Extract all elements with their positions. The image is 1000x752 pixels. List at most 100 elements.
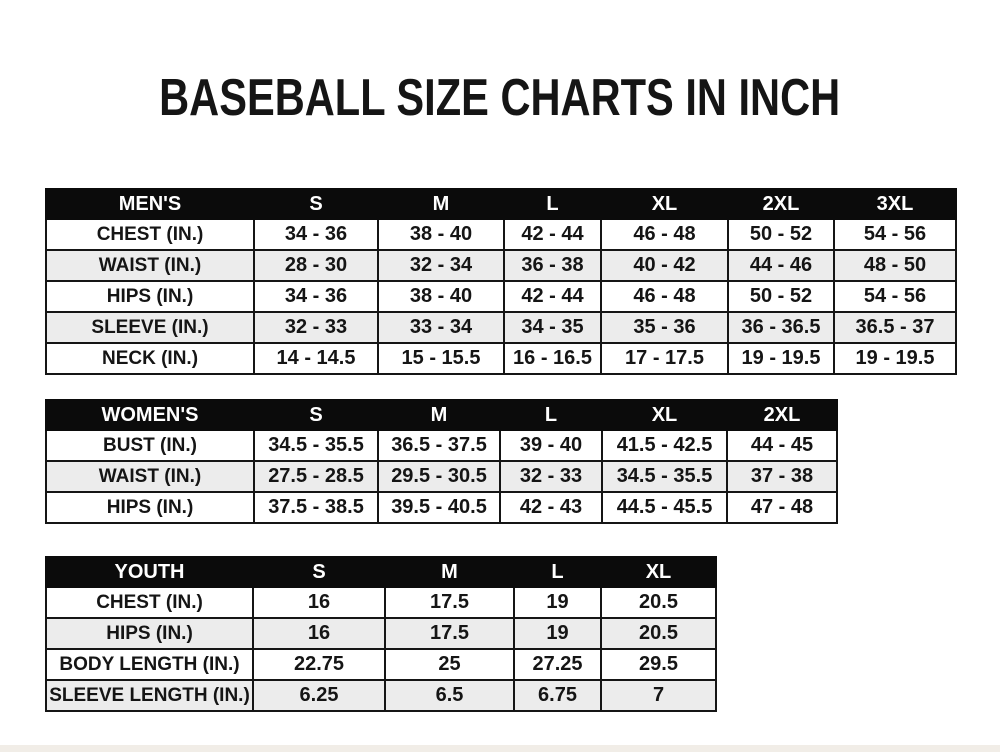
size-value-cell: 28 - 30 [253,249,379,282]
womens-size-table: WOMEN'S S M L XL 2XL BUST (IN.) 34.5 - 35.5 36.5… [45,399,838,524]
size-value-cell: 42 - 44 [503,280,602,313]
mens-column-header: 2XL [727,188,835,220]
size-value-cell: 16 [252,617,386,650]
size-value-cell: 16 - 16.5 [503,342,602,375]
row-label-cell: NECK (IN.) [45,342,255,375]
youth-header-row: YOUTH S M L XL [45,556,717,588]
size-value-cell: 44 - 46 [727,249,835,282]
size-value-cell: 48 - 50 [833,249,957,282]
size-value-cell: 33 - 34 [377,311,505,344]
row-label-cell: WAIST (IN.) [45,460,255,493]
table-row: BUST (IN.) 34.5 - 35.5 36.5 - 37.5 39 - 40 4… [45,429,838,462]
size-value-cell: 29.5 [600,648,717,681]
youth-column-header: L [513,556,602,588]
size-value-cell: 19 [513,617,602,650]
row-label-cell: BUST (IN.) [45,429,255,462]
table-row: SLEEVE LENGTH (IN.) 6.25 6.5 6.75 7 [45,679,717,712]
size-value-cell: 39.5 - 40.5 [377,491,501,524]
size-value-cell: 25 [384,648,515,681]
size-value-cell: 32 - 33 [499,460,603,493]
size-value-cell: 19 - 19.5 [727,342,835,375]
page-title: BASEBALL SIZE CHARTS IN INCH [0,72,1000,124]
row-label-cell: WAIST (IN.) [45,249,255,282]
page-title-text: BASEBALL SIZE CHARTS IN INCH [159,69,841,127]
size-value-cell: 34.5 - 35.5 [253,429,379,462]
table-row: BODY LENGTH (IN.) 22.75 25 27.25 29.5 [45,648,717,681]
size-value-cell: 36 - 36.5 [727,311,835,344]
mens-group-label: MEN'S [45,188,255,220]
size-value-cell: 37 - 38 [726,460,838,493]
size-value-cell: 19 [513,586,602,619]
size-value-cell: 47 - 48 [726,491,838,524]
size-value-cell: 44 - 45 [726,429,838,462]
size-value-cell: 42 - 43 [499,491,603,524]
size-value-cell: 27.5 - 28.5 [253,460,379,493]
size-value-cell: 39 - 40 [499,429,603,462]
size-value-cell: 34 - 35 [503,311,602,344]
table-row: HIPS (IN.) 37.5 - 38.5 39.5 - 40.5 42 - 43 4… [45,491,838,524]
size-value-cell: 6.5 [384,679,515,712]
row-label-cell: BODY LENGTH (IN.) [45,648,254,681]
size-value-cell: 29.5 - 30.5 [377,460,501,493]
mens-size-table: MEN'S S M L XL 2XL 3XL CHEST (IN.) 34 - 36 38 - 4… [45,188,957,375]
youth-column-header: S [252,556,386,588]
table-row: SLEEVE (IN.) 32 - 33 33 - 34 34 - 35 35 - 36… [45,311,957,344]
row-label-cell: CHEST (IN.) [45,218,255,251]
row-label-cell: CHEST (IN.) [45,586,254,619]
size-value-cell: 41.5 - 42.5 [601,429,728,462]
size-value-cell: 37.5 - 38.5 [253,491,379,524]
womens-column-header: L [499,399,603,431]
size-value-cell: 17.5 [384,617,515,650]
womens-column-header: M [377,399,501,431]
size-value-cell: 32 - 33 [253,311,379,344]
size-value-cell: 20.5 [600,617,717,650]
size-value-cell: 17.5 [384,586,515,619]
size-value-cell: 22.75 [252,648,386,681]
womens-column-header: S [253,399,379,431]
size-value-cell: 34 - 36 [253,280,379,313]
youth-column-header: M [384,556,515,588]
table-row: HIPS (IN.) 16 17.5 19 20.5 [45,617,717,650]
size-value-cell: 40 - 42 [600,249,729,282]
size-value-cell: 50 - 52 [727,280,835,313]
youth-group-label: YOUTH [45,556,254,588]
size-value-cell: 36.5 - 37.5 [377,429,501,462]
row-label-cell: HIPS (IN.) [45,280,255,313]
row-label-cell: SLEEVE LENGTH (IN.) [45,679,254,712]
table-row: CHEST (IN.) 34 - 36 38 - 40 42 - 44 46 - 48 5… [45,218,957,251]
table-row: WAIST (IN.) 27.5 - 28.5 29.5 - 30.5 32 - 33… [45,460,838,493]
size-value-cell: 27.25 [513,648,602,681]
size-value-cell: 14 - 14.5 [253,342,379,375]
womens-header-row: WOMEN'S S M L XL 2XL [45,399,838,431]
size-value-cell: 38 - 40 [377,280,505,313]
size-value-cell: 50 - 52 [727,218,835,251]
mens-column-header: L [503,188,602,220]
table-row: HIPS (IN.) 34 - 36 38 - 40 42 - 44 46 - 48 50… [45,280,957,313]
mens-header-row: MEN'S S M L XL 2XL 3XL [45,188,957,220]
youth-size-table: YOUTH S M L XL CHEST (IN.) 16 17.5 19 20.5 HIPS (I… [45,556,717,712]
size-value-cell: 36.5 - 37 [833,311,957,344]
table-row: CHEST (IN.) 16 17.5 19 20.5 [45,586,717,619]
size-value-cell: 35 - 36 [600,311,729,344]
size-value-cell: 32 - 34 [377,249,505,282]
table-row: WAIST (IN.) 28 - 30 32 - 34 36 - 38 40 - 42 4… [45,249,957,282]
size-value-cell: 34 - 36 [253,218,379,251]
size-value-cell: 15 - 15.5 [377,342,505,375]
youth-column-header: XL [600,556,717,588]
size-value-cell: 54 - 56 [833,280,957,313]
size-value-cell: 6.75 [513,679,602,712]
size-value-cell: 46 - 48 [600,218,729,251]
womens-column-header: XL [601,399,728,431]
size-value-cell: 6.25 [252,679,386,712]
mens-column-header: S [253,188,379,220]
row-label-cell: HIPS (IN.) [45,491,255,524]
row-label-cell: HIPS (IN.) [45,617,254,650]
mens-column-header: XL [600,188,729,220]
size-value-cell: 38 - 40 [377,218,505,251]
size-value-cell: 54 - 56 [833,218,957,251]
size-value-cell: 42 - 44 [503,218,602,251]
table-row: NECK (IN.) 14 - 14.5 15 - 15.5 16 - 16.5 17 … [45,342,957,375]
mens-column-header: M [377,188,505,220]
size-value-cell: 20.5 [600,586,717,619]
size-value-cell: 17 - 17.5 [600,342,729,375]
